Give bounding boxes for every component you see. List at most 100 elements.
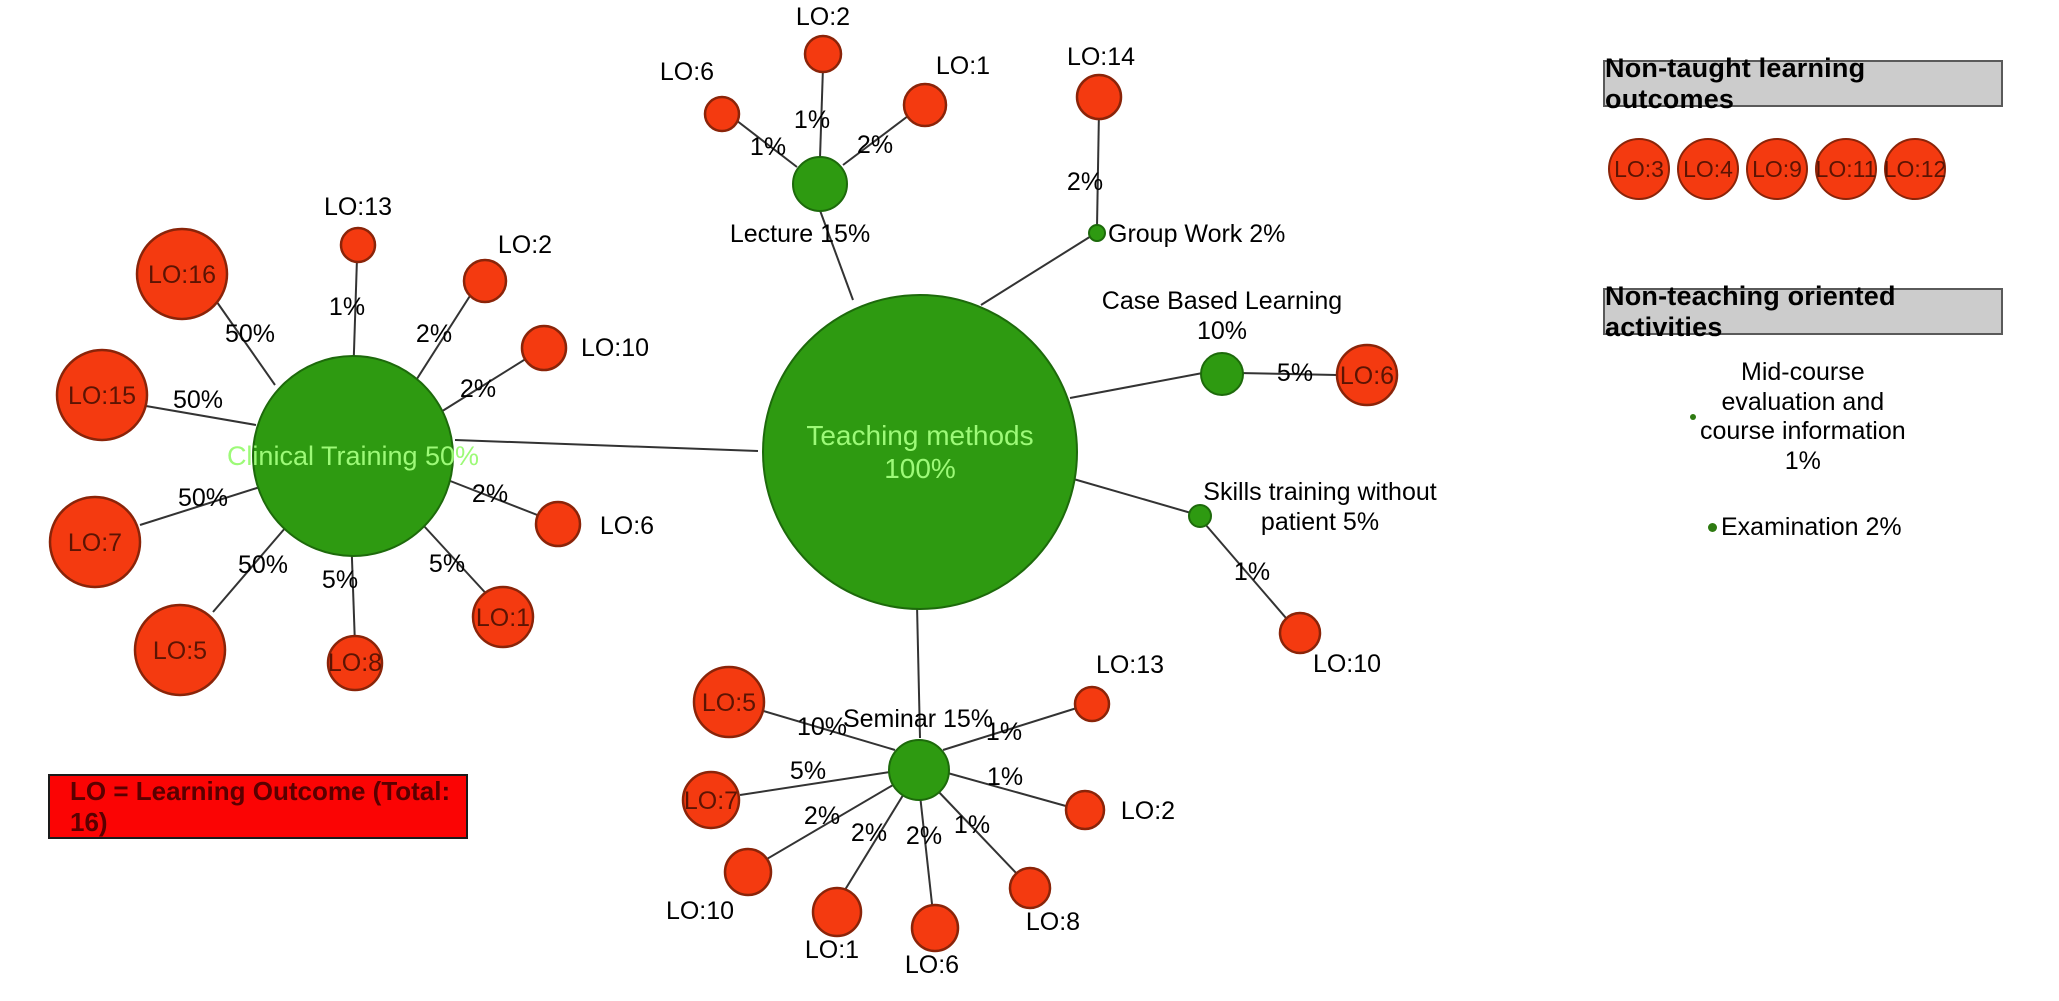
legend-midcourse-line1: Mid-course: [1741, 358, 1865, 386]
lo-key-text: LO = Learning Outcome (Total: 16): [70, 775, 451, 837]
node-seminar-lo1[interactable]: [811, 886, 863, 938]
node-seminar-lo7[interactable]: [681, 770, 741, 830]
node-clinical-lo7[interactable]: [48, 495, 142, 589]
pct-seminar-lo8: 1%: [954, 811, 990, 839]
edge-clinical-lo2: [405, 287, 476, 397]
lecture-cluster: Lecture 15% LO:6 1% LO:2 1% LO:1 2%: [660, 3, 990, 248]
node-case-based-learning[interactable]: [1200, 352, 1244, 396]
node-lecture[interactable]: [792, 156, 848, 212]
pct-seminar-lo10: 2%: [804, 802, 840, 830]
lo-chip-11[interactable]: LO:11: [1815, 138, 1877, 200]
edge-clinical-lo6: [439, 476, 546, 519]
label-lecture-lo1: LO:1: [936, 52, 990, 80]
node-clinical-lo10[interactable]: [520, 324, 568, 372]
label-seminar-lo10: LO:10: [666, 897, 734, 925]
edge-cbl-lo6: [1237, 372, 1338, 376]
node-seminar-lo6[interactable]: [910, 903, 960, 953]
clinical-training-cluster: Clinical Training 50% LO:16 50% LO:15 50…: [48, 193, 654, 697]
legend-non-taught-header: Non-taught learning outcomes: [1603, 53, 2003, 114]
node-skills-lo10[interactable]: [1278, 611, 1322, 655]
edge-lecture-lo6: [731, 116, 798, 168]
node-group-work[interactable]: [1088, 224, 1106, 242]
label-seminar-lo8: LO:8: [1026, 908, 1080, 936]
node-lecture-lo1[interactable]: [902, 82, 948, 128]
node-groupwork-lo14[interactable]: [1075, 73, 1123, 121]
node-clinical-lo5[interactable]: [133, 603, 227, 697]
node-clinical-lo16[interactable]: [135, 227, 229, 321]
seminar-edges: [739, 706, 1081, 914]
node-seminar-lo5[interactable]: [692, 665, 766, 739]
node-cbl-title-line1: Case Based Learning: [1102, 287, 1342, 315]
edge-clinical-lo5: [212, 526, 287, 613]
node-clinical-lo13[interactable]: [339, 226, 377, 264]
pct-skills-lo10: 1%: [1234, 558, 1270, 586]
lo-chip-4[interactable]: LO:4: [1677, 138, 1739, 200]
node-clinical-training-label: Clinical Training 50%: [227, 441, 479, 471]
lo-chip-3[interactable]: LO:3: [1608, 138, 1670, 200]
legend-examination-text: Examination 2%: [1721, 513, 1902, 541]
pct-clinical-lo7: 50%: [178, 484, 228, 512]
node-seminar-lo7-label: LO:7: [684, 787, 738, 815]
edge-hub-cbl: [1069, 371, 1209, 399]
edge-clinical-lo7: [139, 486, 261, 526]
node-lecture-lo2[interactable]: [803, 34, 843, 74]
node-skills-title-line2: patient 5%: [1261, 508, 1379, 536]
edge-clinical-lo1: [411, 512, 493, 601]
pct-seminar-lo7: 5%: [790, 757, 826, 785]
label-skills-lo10: LO:10: [1313, 650, 1381, 678]
node-clinical-lo6[interactable]: [534, 500, 582, 548]
lo-chip-9[interactable]: LO:9: [1746, 138, 1808, 200]
edge-clinical-lo15: [145, 405, 257, 426]
node-clinical-lo1[interactable]: [471, 585, 535, 649]
pct-clinical-lo5: 50%: [238, 551, 288, 579]
seminar-cluster: Seminar 15% LO:5 10% LO:7 5% LO:10 2% LO…: [666, 651, 1175, 979]
cbl-edges: [1237, 372, 1338, 376]
edge-hub-groupwork: [980, 232, 1097, 306]
node-seminar-lo13[interactable]: [1073, 685, 1111, 723]
label-clinical-lo10: LO:10: [581, 334, 649, 362]
hub-edges: [454, 204, 1209, 739]
node-seminar-lo10[interactable]: [723, 847, 773, 897]
edge-lecture-lo1: [842, 112, 913, 166]
node-clinical-lo15-label: LO:15: [68, 382, 136, 410]
node-skills-training[interactable]: [1188, 504, 1212, 528]
green-dot-icon-midcourse: [1690, 414, 1696, 420]
node-clinical-lo8[interactable]: [326, 634, 384, 692]
label-seminar-lo1: LO:1: [805, 936, 859, 964]
node-clinical-lo7-label: LO:7: [68, 529, 122, 557]
node-clinical-lo2[interactable]: [462, 258, 508, 304]
node-cbl-title-line2: 10%: [1197, 317, 1247, 345]
node-seminar-lo5-label: LO:5: [702, 689, 756, 717]
lo-chip-12[interactable]: LO:12: [1884, 138, 1946, 200]
node-seminar-lo8[interactable]: [1008, 866, 1052, 910]
node-cbl-lo6-label: LO:6: [1340, 362, 1394, 390]
skills-cluster: Skills training without patient 5% LO:10…: [1188, 478, 1437, 678]
edge-seminar-lo6: [919, 794, 934, 914]
edge-hub-clinical: [454, 439, 759, 452]
node-teaching-methods[interactable]: [762, 294, 1078, 610]
node-clinical-training[interactable]: [252, 355, 454, 557]
pct-clinical-lo16: 50%: [225, 320, 275, 348]
label-groupwork-lo14: LO:14: [1067, 43, 1135, 71]
pct-seminar-lo13: 1%: [986, 718, 1022, 746]
node-skills-title-line1: Skills training without: [1203, 478, 1436, 506]
pct-clinical-lo1: 5%: [429, 550, 465, 578]
node-lecture-label: Lecture 15%: [730, 220, 870, 248]
edge-seminar-lo7: [739, 771, 891, 796]
pct-seminar-lo5: 10%: [797, 713, 847, 741]
edge-seminar-lo1: [839, 791, 906, 899]
node-cbl-lo6[interactable]: [1335, 343, 1399, 407]
legend-midcourse-line2: evaluation and: [1721, 387, 1885, 416]
label-seminar-lo13: LO:13: [1096, 651, 1164, 679]
pct-clinical-lo6: 2%: [472, 480, 508, 508]
legend-midcourse-line4: 1%: [1784, 446, 1821, 475]
node-teaching-methods-line1: Teaching methods: [806, 420, 1033, 451]
groupwork-cluster: Group Work 2% LO:14 2%: [1067, 43, 1285, 248]
node-clinical-lo8-label: LO:8: [328, 649, 382, 677]
legend-non-teaching-title: Non-teaching oriented activities: [1605, 280, 1896, 342]
node-lecture-lo6[interactable]: [703, 95, 741, 133]
node-seminar-lo2[interactable]: [1064, 789, 1106, 831]
node-seminar[interactable]: [888, 739, 950, 801]
node-clinical-lo15[interactable]: [55, 348, 149, 442]
